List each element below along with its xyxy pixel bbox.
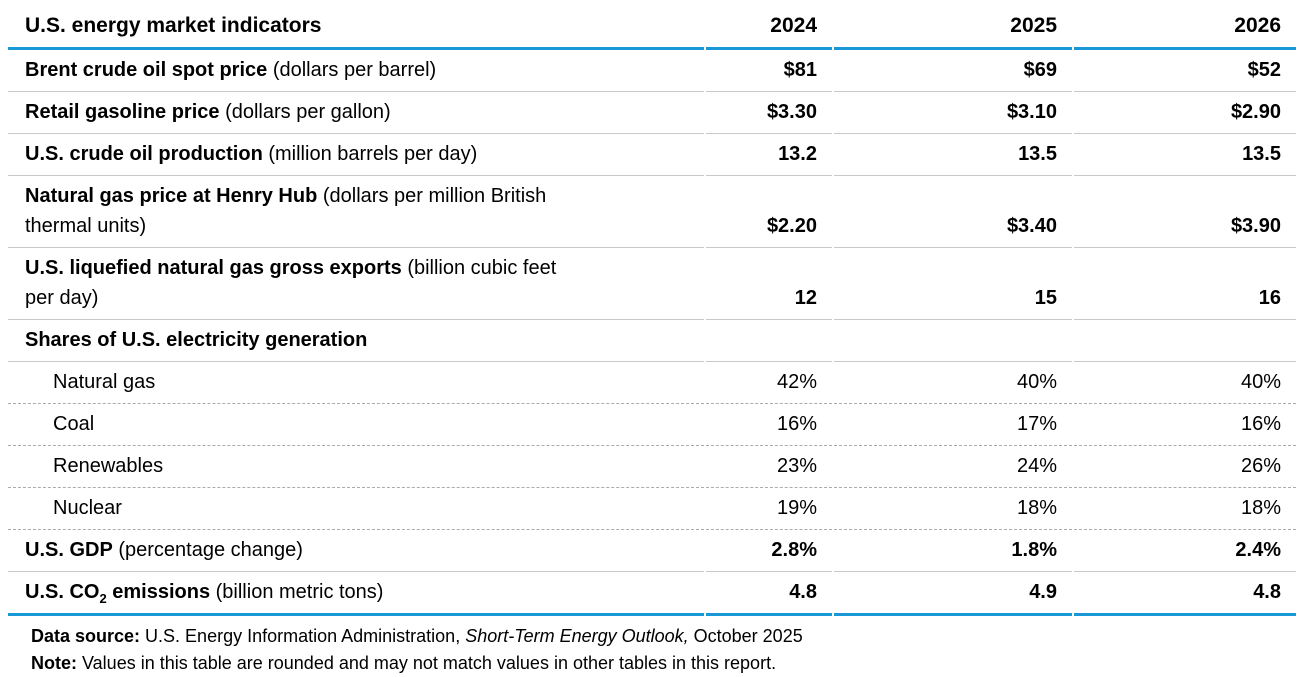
value-2026: $2.90 [1074, 92, 1296, 134]
sub-row-label: Coal [8, 404, 704, 446]
value-2025: 15 [834, 248, 1072, 320]
row-label-name: U.S. CO [25, 581, 100, 603]
section-row: Shares of U.S. electricity generation [8, 320, 1296, 362]
value-2024-empty [706, 320, 832, 362]
value-2024: $2.20 [706, 176, 832, 248]
value-2026-empty [1074, 320, 1296, 362]
value-2025: 24% [834, 446, 1072, 488]
value-2026: 26% [1074, 446, 1296, 488]
value-2024: 13.2 [706, 134, 832, 176]
value-2024: $3.30 [706, 92, 832, 134]
table-footer: Data source: U.S. Energy Information Adm… [31, 623, 1314, 677]
row-label: U.S. liquefied natural gas gross exports… [8, 248, 704, 320]
note-label: Note: [31, 653, 77, 673]
sub-row-label-name: Nuclear [53, 497, 122, 519]
value-2024: $81 [706, 50, 832, 92]
value-2026: 18% [1074, 488, 1296, 530]
row-label-name: U.S. GDP [25, 539, 113, 561]
value-2025: $69 [834, 50, 1072, 92]
value-2025-empty [834, 320, 1072, 362]
value-2025: 40% [834, 362, 1072, 404]
table-row: U.S. liquefied natural gas gross exports… [8, 248, 1296, 320]
sub-row-label-name: Coal [53, 413, 95, 435]
value-2024: 2.8% [706, 530, 832, 572]
row-label-name: Natural gas price at Henry Hub [25, 185, 318, 207]
sub-row-label-name: Natural gas [53, 371, 156, 393]
table-title: U.S. energy market indicators [8, 2, 704, 50]
row-label-unit: (dollars per barrel) [267, 59, 437, 81]
table-row: U.S. GDP (percentage change) 2.8% 1.8% 2… [8, 530, 1296, 572]
value-2026: 2.4% [1074, 530, 1296, 572]
value-2026: 4.8 [1074, 572, 1296, 616]
table-row: Renewables 23% 24% 26% [8, 446, 1296, 488]
table-row: Nuclear 19% 18% 18% [8, 488, 1296, 530]
row-label: U.S. CO2 emissions (billion metric tons) [8, 572, 704, 616]
table-row: Retail gasoline price (dollars per gallo… [8, 92, 1296, 134]
row-label: Brent crude oil spot price (dollars per … [8, 50, 704, 92]
section-label-name: Shares of U.S. electricity generation [25, 329, 368, 351]
row-label-unit: (billion cubic feet per day) [25, 257, 557, 309]
table-row: Natural gas price at Henry Hub (dollars … [8, 176, 1296, 248]
note-line: Note: Values in this table are rounded a… [31, 650, 1314, 677]
value-2026: 40% [1074, 362, 1296, 404]
row-label: Retail gasoline price (dollars per gallo… [8, 92, 704, 134]
row-label: Natural gas price at Henry Hub (dollars … [8, 176, 704, 248]
value-2026: 16 [1074, 248, 1296, 320]
value-2026: $52 [1074, 50, 1296, 92]
value-2025: $3.40 [834, 176, 1072, 248]
row-label-name: U.S. crude oil production [25, 143, 263, 165]
data-source-date: October 2025 [688, 626, 803, 646]
value-2025: $3.10 [834, 92, 1072, 134]
co2-subscript: 2 [99, 591, 107, 606]
value-2024: 16% [706, 404, 832, 446]
sub-row-label: Nuclear [8, 488, 704, 530]
section-label: Shares of U.S. electricity generation [8, 320, 704, 362]
value-2024: 23% [706, 446, 832, 488]
value-2026: 16% [1074, 404, 1296, 446]
energy-indicators-table: U.S. energy market indicators 2024 2025 … [6, 2, 1298, 616]
value-2025: 17% [834, 404, 1072, 446]
row-label: U.S. crude oil production (million barre… [8, 134, 704, 176]
value-2025: 18% [834, 488, 1072, 530]
data-source-line: Data source: U.S. Energy Information Adm… [31, 623, 1314, 650]
row-label-name: U.S. liquefied natural gas gross exports [25, 257, 402, 279]
value-2025: 13.5 [834, 134, 1072, 176]
value-2024: 42% [706, 362, 832, 404]
table-row: Coal 16% 17% 16% [8, 404, 1296, 446]
row-label-unit: (million barrels per day) [262, 143, 478, 165]
sub-row-label: Renewables [8, 446, 704, 488]
header-row: U.S. energy market indicators 2024 2025 … [8, 2, 1296, 50]
value-2025: 4.9 [834, 572, 1072, 616]
note-text: Values in this table are rounded and may… [77, 653, 777, 673]
column-header-2026: 2026 [1074, 2, 1296, 50]
row-label-unit: (dollars per gallon) [219, 101, 391, 123]
data-source-label: Data source: [31, 626, 141, 646]
row-label: U.S. GDP (percentage change) [8, 530, 704, 572]
table-row: Natural gas 42% 40% 40% [8, 362, 1296, 404]
sub-row-label: Natural gas [8, 362, 704, 404]
value-2024: 4.8 [706, 572, 832, 616]
value-2026: $3.90 [1074, 176, 1296, 248]
value-2024: 12 [706, 248, 832, 320]
data-source-publication: Short-Term Energy Outlook, [465, 626, 689, 646]
data-source-text: U.S. Energy Information Administration, [140, 626, 466, 646]
row-label-unit: (percentage change) [112, 539, 303, 561]
sub-row-label-name: Renewables [53, 455, 164, 477]
row-label-name: Retail gasoline price [25, 101, 220, 123]
value-2024: 19% [706, 488, 832, 530]
row-label-name-cont: emissions [106, 581, 211, 603]
value-2025: 1.8% [834, 530, 1072, 572]
table-row: U.S. crude oil production (million barre… [8, 134, 1296, 176]
column-header-2025: 2025 [834, 2, 1072, 50]
row-label-unit: (dollars per million British thermal uni… [25, 185, 547, 237]
row-label-unit: (billion metric tons) [210, 581, 384, 603]
column-header-2024: 2024 [706, 2, 832, 50]
row-label-name: Brent crude oil spot price [25, 59, 268, 81]
value-2026: 13.5 [1074, 134, 1296, 176]
table-row: U.S. CO2 emissions (billion metric tons)… [8, 572, 1296, 616]
table-row: Brent crude oil spot price (dollars per … [8, 50, 1296, 92]
